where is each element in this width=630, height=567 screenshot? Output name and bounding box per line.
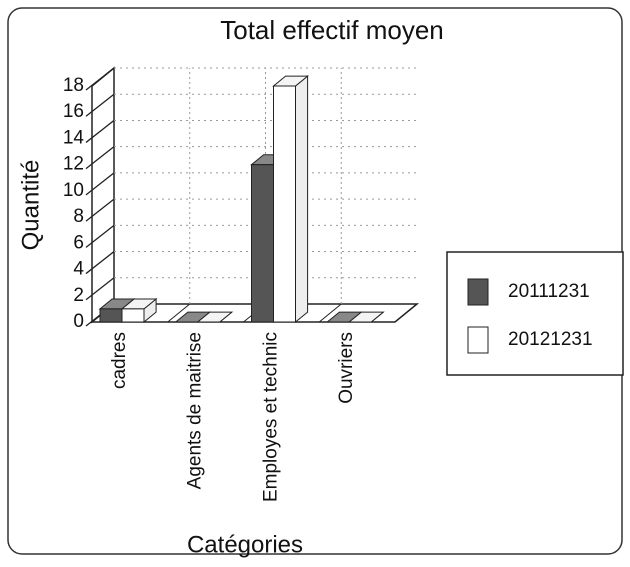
x-tick-label: Agents de maitrise (185, 332, 206, 489)
legend-swatch (467, 278, 489, 306)
legend-label: 20111231 (508, 281, 590, 302)
tick-mark (85, 93, 115, 117)
bar-top (196, 311, 234, 323)
chart-title: Total effectif moyen (220, 15, 444, 45)
back-wall (91, 66, 115, 324)
y-tick-label: 14 (63, 127, 85, 148)
tick-mark (85, 146, 115, 170)
tick-mark (85, 67, 115, 91)
legend-label: 20121231 (508, 329, 593, 350)
legend-swatch (467, 326, 489, 354)
y-tick-label: 12 (63, 154, 84, 175)
tick-mark (85, 172, 115, 196)
bar (99, 308, 123, 323)
y-tick-label: 18 (63, 75, 84, 96)
legend (446, 251, 624, 376)
tick-mark (85, 251, 115, 275)
divider (167, 303, 191, 323)
bar-top (347, 311, 385, 323)
x-tick-label: cadres (109, 332, 130, 389)
x-axis-label: Catégories (187, 531, 303, 558)
y-tick-label: 4 (73, 259, 84, 280)
y-tick-label: 8 (73, 206, 84, 227)
y-axis-label: Quantité (17, 160, 44, 251)
bar-side (295, 75, 309, 324)
tick-mark (85, 277, 115, 301)
tick-mark (85, 119, 115, 143)
tick-mark (85, 198, 115, 222)
x-tick-label: Ouvriers (336, 332, 357, 404)
bar (273, 85, 296, 323)
divider (318, 303, 342, 323)
y-tick-label: 0 (73, 311, 84, 332)
y-tick-label: 2 (73, 285, 84, 306)
x-tick-label: Employes et technic (260, 332, 281, 502)
bar (121, 308, 145, 323)
tick-mark (85, 224, 115, 248)
bar (251, 164, 274, 323)
y-tick-label: 10 (63, 180, 84, 201)
y-tick-label: 6 (73, 232, 84, 253)
y-tick-label: 16 (63, 101, 84, 122)
